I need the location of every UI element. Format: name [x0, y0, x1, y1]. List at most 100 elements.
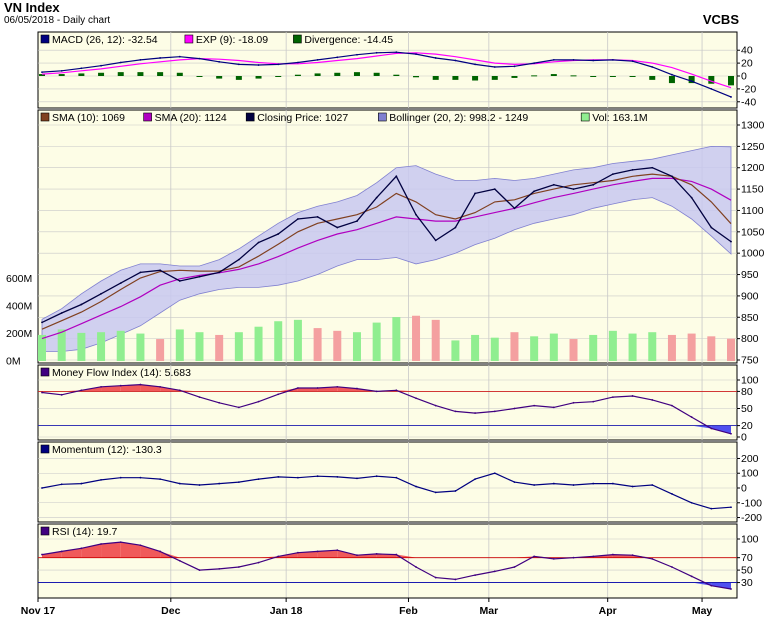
price-legend-swatch-3 — [377, 112, 387, 122]
rsi-oversold-fill-34 — [711, 582, 731, 589]
momentum-ytick-label-3: -100 — [741, 497, 762, 509]
mfi-oversold-fill-33 — [691, 425, 712, 429]
rsi-overbought-fill-5 — [140, 545, 161, 558]
macd-point-7 — [178, 55, 181, 58]
momentum-point-8 — [198, 484, 201, 486]
mfi-point-32 — [671, 404, 673, 407]
divergence-bar-9 — [216, 76, 223, 79]
price-legend-label-0: SMA (10): 1069 — [52, 112, 125, 124]
macd-point-20 — [434, 57, 437, 59]
momentum-point-1 — [60, 483, 63, 486]
volume-bar-13 — [293, 319, 302, 361]
momentum-ytick-label-0: 200 — [741, 453, 759, 465]
closing-price-point-18 — [395, 175, 398, 178]
momentum-point-19 — [415, 485, 417, 488]
macd-point-30 — [631, 60, 634, 63]
macd-ytick-label-1: 20 — [741, 58, 753, 70]
volume-bar-33 — [687, 333, 696, 361]
mfi-point-18 — [395, 389, 398, 392]
rsi-point-15 — [336, 549, 339, 552]
source-label: VCBS — [702, 12, 739, 27]
volume-bar-0 — [38, 334, 46, 361]
sma10-line — [41, 173, 732, 330]
mfi-point-21 — [454, 410, 457, 413]
price-ytick-label-11: 750 — [741, 355, 759, 367]
divergence-bar-5 — [137, 72, 144, 76]
mfi-panel — [37, 364, 738, 441]
x-tick-label-0: Nov 17 — [21, 605, 56, 617]
macd-panel — [37, 31, 738, 109]
mfi-point-26 — [552, 406, 555, 409]
closing-price-point-21 — [454, 226, 457, 229]
rsi-overbought-fill-1 — [61, 548, 82, 558]
rsi-point-0 — [41, 553, 43, 556]
divergence-bar-3 — [98, 72, 105, 76]
momentum-point-25 — [533, 484, 536, 486]
closing-price-line — [41, 167, 732, 323]
volume-bar-7 — [175, 329, 184, 361]
closing-price-point-0 — [41, 321, 43, 324]
momentum-legend-swatch-0 — [40, 444, 50, 454]
macd-point-34 — [710, 87, 713, 90]
macd-legend-swatch-1 — [184, 34, 194, 44]
rsi-point-32 — [671, 566, 673, 568]
divergence-bar-11 — [255, 76, 262, 79]
macd-point-9 — [218, 60, 221, 63]
macd-point-19 — [415, 53, 417, 55]
volume-bar-27 — [569, 339, 578, 361]
rsi-ytick-label-2: 50 — [741, 565, 753, 577]
mfi-point-16 — [356, 387, 358, 390]
macd-point-10 — [237, 63, 240, 66]
closing-price-point-5 — [139, 271, 142, 274]
macd-ytick-label-2: 0 — [741, 71, 747, 83]
rsi-ytick-label-0: 100 — [741, 534, 759, 546]
momentum-point-30 — [631, 485, 634, 488]
mfi-line — [41, 383, 732, 435]
macd-point-35 — [730, 96, 732, 98]
rsi-point-24 — [513, 566, 516, 568]
macd-point-29 — [611, 58, 614, 61]
divergence-bar-26 — [550, 74, 557, 76]
macd-legend-label-1: EXP (9): -18.09 — [196, 34, 268, 46]
rsi-overbought-fill-15 — [337, 550, 357, 558]
momentum-point-10 — [237, 481, 240, 483]
macd-point-26 — [552, 58, 555, 61]
price-ytick-label-4: 1100 — [741, 205, 764, 217]
closing-price-point-4 — [119, 282, 122, 284]
mfi-ytick-label-3: 20 — [741, 420, 753, 432]
divergence-bar-15 — [334, 72, 341, 76]
macd-ytick-label-3: -20 — [741, 83, 756, 95]
volume-ytick-label-1: 400M — [6, 301, 32, 313]
macd-point-23 — [493, 66, 496, 68]
rsi-point-31 — [651, 558, 654, 560]
mfi-point-1 — [60, 393, 63, 396]
divergence-bar-12 — [275, 76, 282, 77]
divergence-bar-7 — [176, 72, 183, 76]
mfi-point-17 — [375, 390, 378, 393]
momentum-point-32 — [671, 493, 673, 495]
closing-price-point-3 — [100, 292, 102, 295]
mfi-overbought-fill-5 — [140, 384, 161, 392]
divergence-bar-8 — [196, 76, 203, 77]
mfi-point-33 — [690, 416, 693, 418]
rsi-overbought-fill-13 — [297, 551, 318, 558]
macd-legend-swatch-2 — [293, 34, 302, 44]
rsi-point-19 — [415, 566, 417, 568]
x-tick-label-2: Jan 18 — [270, 605, 303, 617]
closing-price-point-1 — [60, 312, 63, 314]
closing-price-point-19 — [415, 213, 417, 216]
price-legend-swatch-2 — [245, 112, 255, 122]
rsi-point-26 — [552, 558, 555, 560]
macd-point-18 — [395, 51, 398, 54]
macd-point-6 — [159, 57, 162, 59]
mfi-ytick-label-2: 50 — [741, 403, 753, 415]
mfi-point-11 — [257, 400, 260, 403]
macd-point-1 — [60, 69, 63, 72]
momentum-ytick-label-1: 100 — [741, 468, 759, 480]
macd-point-8 — [198, 57, 201, 60]
volume-bar-5 — [136, 333, 145, 361]
divergence-bar-17 — [373, 72, 380, 76]
mfi-ytick-label-1: 80 — [741, 386, 753, 398]
momentum-point-22 — [474, 478, 476, 481]
